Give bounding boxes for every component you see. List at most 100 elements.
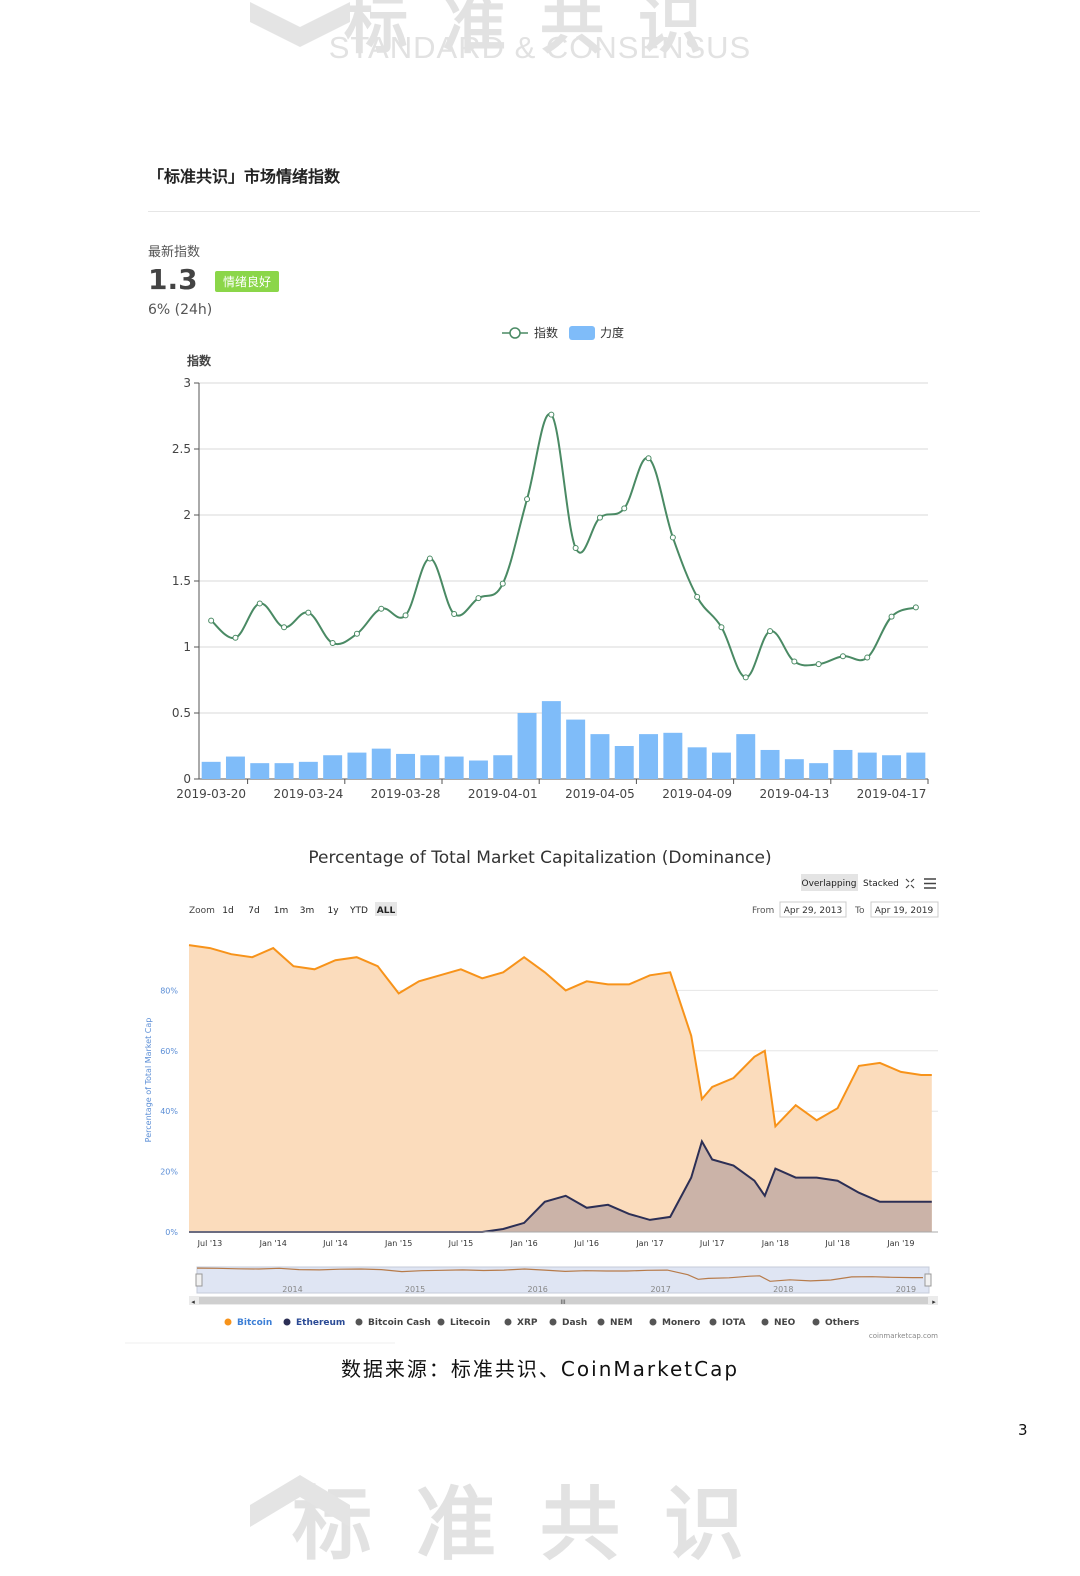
legend-marker	[812, 1318, 820, 1326]
strength-bar	[323, 755, 343, 779]
legend-marker	[709, 1318, 717, 1326]
strength-bar	[493, 755, 513, 779]
y-tick-label: 2	[183, 508, 191, 522]
navigator-label: 2017	[650, 1285, 670, 1294]
x-tick-label: 2019-03-24	[273, 787, 343, 801]
index-point	[378, 605, 385, 612]
ethereum-area	[189, 1141, 932, 1232]
legend-marker	[597, 1318, 605, 1326]
x-tick-label: Jan '18	[761, 1239, 789, 1248]
zoom-selected-bg	[375, 902, 397, 916]
strength-bar	[663, 732, 683, 779]
scrollbar-grip: III	[560, 1299, 566, 1306]
index-point	[669, 534, 676, 541]
strength-bar	[882, 755, 902, 779]
legend-marker	[504, 1318, 512, 1326]
strength-bar	[760, 749, 780, 779]
index-point	[572, 545, 579, 551]
sentiment-badge: 情绪良好	[215, 271, 280, 292]
strength-bar	[444, 756, 464, 779]
to-label: To	[854, 906, 865, 916]
change-24h: 6% (24h)	[148, 302, 213, 318]
strength-bar	[857, 752, 877, 779]
scroll-right-icon: ▸	[932, 1298, 936, 1306]
x-tick-label: Jul '13	[197, 1239, 223, 1248]
dominance-chart: Percentage of Total Market Capitalizatio…	[125, 848, 939, 1344]
title-divider	[148, 211, 980, 212]
x-tick-label: 2019-04-17	[857, 787, 927, 801]
strength-bar	[809, 763, 829, 779]
index-point	[329, 640, 336, 647]
x-tick-label: Jan '14	[259, 1239, 287, 1248]
dominance-title: Percentage of Total Market Capitalizatio…	[308, 848, 771, 868]
from-label: From	[752, 906, 774, 916]
navigator-label: 2014	[282, 1285, 302, 1294]
navigator-series	[196, 1267, 923, 1282]
watermark-logo-top-icon	[250, 2, 350, 47]
y-tick-label: 0.5	[172, 706, 191, 720]
zoom-option-all: ALL	[377, 906, 396, 916]
legend-item-monero: Monero	[662, 1318, 700, 1328]
legend-line-marker	[509, 327, 521, 339]
index-point	[742, 674, 749, 681]
strength-bar	[614, 746, 634, 779]
legend-marker	[649, 1318, 657, 1326]
strength-bar	[590, 734, 610, 779]
watermark-top-chinese: 标准共识	[344, 0, 736, 63]
x-tick-label: Jan '16	[510, 1239, 538, 1248]
strength-bar	[541, 701, 561, 779]
index-point	[524, 496, 531, 503]
strength-bar	[298, 761, 318, 779]
legend-marker	[224, 1318, 232, 1326]
strength-bar	[833, 749, 853, 779]
strength-bar	[201, 761, 221, 779]
index-point	[305, 609, 312, 616]
scroll-left-icon: ◂	[191, 1298, 195, 1306]
index-point	[864, 654, 871, 661]
y-tick-label: 20%	[160, 1168, 178, 1177]
zoom-option-7d: 7d	[248, 906, 259, 916]
index-point	[912, 604, 919, 611]
strength-bar	[566, 719, 586, 779]
y-axis-title: 指数	[187, 353, 212, 368]
index-point	[839, 653, 846, 660]
latest-index-label: 最新指数	[148, 245, 201, 260]
strength-bar	[687, 747, 707, 779]
to-date-field	[870, 901, 939, 918]
legend-item-dash: Dash	[562, 1318, 587, 1328]
data-source: 数据来源：标准共识、CoinMarketCap	[340, 1357, 740, 1381]
index-point	[767, 628, 774, 635]
zoom-option-1y: 1y	[327, 906, 339, 916]
legend-label-index: 指数	[534, 325, 558, 340]
strength-bar	[225, 756, 245, 779]
strength-bar	[784, 759, 804, 779]
navigator-label: 2018	[773, 1285, 793, 1294]
x-tick-label: Jan '19	[886, 1239, 914, 1248]
legend-bar-swatch	[569, 326, 595, 340]
watermark-logo-bottom-icon	[250, 1475, 350, 1527]
zoom-option-1d: 1d	[222, 906, 233, 916]
strength-bar	[736, 734, 756, 779]
x-tick-label: 2019-03-20	[176, 787, 246, 801]
index-point	[621, 505, 628, 512]
x-tick-label: 2019-04-09	[662, 787, 732, 801]
x-tick-label: 2019-03-28	[371, 787, 441, 801]
strength-bar	[420, 755, 440, 779]
legend-marker	[355, 1318, 363, 1326]
x-tick-label: Jul '14	[322, 1239, 348, 1248]
strength-bar	[711, 752, 731, 779]
x-tick-label: Jan '17	[635, 1239, 663, 1248]
y-tick-label: 2.5	[172, 442, 191, 456]
y-tick-label: 60%	[160, 1047, 178, 1056]
from-date-value: Apr 29, 2013	[784, 906, 843, 916]
strength-bar	[639, 734, 659, 779]
zoom-label: Zoom	[189, 906, 215, 916]
index-point	[645, 455, 652, 462]
strength-bar	[517, 713, 537, 779]
legend-item-iota: IOTA	[722, 1318, 745, 1328]
latest-index-value: 1.3	[148, 263, 198, 296]
y-tick-label: 0	[183, 772, 191, 786]
x-tick-label: Jul '18	[824, 1239, 850, 1248]
x-tick-label: Jul '16	[573, 1239, 599, 1248]
stacked-label: Stacked	[863, 879, 899, 889]
